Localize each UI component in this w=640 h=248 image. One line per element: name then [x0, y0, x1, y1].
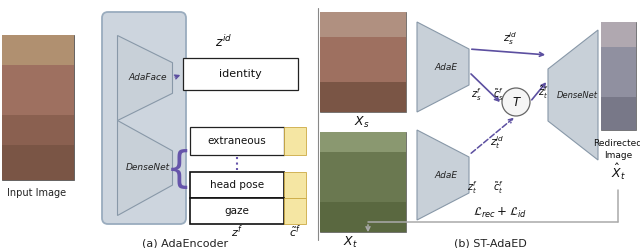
Polygon shape — [118, 121, 173, 216]
Text: DenseNet: DenseNet — [557, 91, 598, 99]
Bar — [320, 132, 406, 232]
Bar — [601, 22, 636, 47]
Text: (b) ST-AdaED: (b) ST-AdaED — [454, 239, 526, 248]
Bar — [2, 115, 74, 145]
Polygon shape — [548, 30, 598, 160]
Bar — [320, 82, 406, 112]
Text: $\tilde{c}^f$: $\tilde{c}^f$ — [289, 224, 301, 240]
Text: $\hat{z}_t^f$: $\hat{z}_t^f$ — [538, 83, 548, 101]
Bar — [190, 172, 284, 198]
Bar — [284, 198, 306, 224]
Bar — [190, 198, 284, 224]
Text: Redirected: Redirected — [593, 138, 640, 148]
Polygon shape — [417, 130, 469, 220]
Bar — [2, 145, 74, 180]
Text: AdaE: AdaE — [435, 62, 458, 71]
Bar — [284, 172, 306, 198]
Text: Input Image: Input Image — [8, 188, 67, 198]
Text: $X_t$: $X_t$ — [342, 234, 357, 248]
Bar — [320, 12, 406, 37]
Polygon shape — [118, 35, 173, 121]
Bar — [183, 58, 298, 90]
Bar — [601, 47, 636, 97]
Bar — [2, 65, 74, 115]
Text: $z_t^{id}$: $z_t^{id}$ — [490, 135, 504, 151]
Bar — [320, 132, 406, 152]
Text: $\tilde{c}_s^f$: $\tilde{c}_s^f$ — [493, 87, 504, 103]
Bar — [2, 35, 74, 180]
Bar — [320, 37, 406, 82]
Text: $z^{id}$: $z^{id}$ — [216, 34, 232, 50]
Text: DenseNet: DenseNet — [126, 163, 170, 173]
Text: Image: Image — [604, 151, 632, 159]
Bar — [2, 35, 74, 65]
Text: AdaE: AdaE — [435, 171, 458, 180]
Text: $z_s^f$: $z_s^f$ — [470, 87, 481, 103]
Text: T: T — [513, 95, 520, 109]
FancyBboxPatch shape — [102, 12, 186, 224]
Text: $\mathcal{L}_{rec} + \mathcal{L}_{id}$: $\mathcal{L}_{rec} + \mathcal{L}_{id}$ — [473, 206, 527, 220]
Text: $X_s$: $X_s$ — [355, 114, 370, 129]
Bar — [320, 152, 406, 202]
Text: AdaFace: AdaFace — [129, 73, 167, 83]
Bar — [190, 127, 284, 155]
Text: $\tilde{c}_t^f$: $\tilde{c}_t^f$ — [493, 180, 503, 196]
Text: $z^f$: $z^f$ — [231, 224, 243, 240]
Text: {: { — [166, 149, 192, 191]
Bar — [320, 202, 406, 232]
Bar — [601, 97, 636, 130]
Text: extraneous: extraneous — [207, 136, 266, 146]
Text: $\hat{X}_t$: $\hat{X}_t$ — [611, 162, 625, 182]
Bar — [320, 12, 406, 112]
Text: $z_t^f$: $z_t^f$ — [467, 180, 477, 196]
Circle shape — [502, 88, 530, 116]
Text: $z_s^{id}$: $z_s^{id}$ — [502, 31, 517, 47]
Bar — [601, 22, 636, 130]
Bar — [284, 127, 306, 155]
Polygon shape — [417, 22, 469, 112]
Text: gaze: gaze — [225, 206, 250, 216]
Text: (a) AdaEncoder: (a) AdaEncoder — [142, 239, 228, 248]
Text: head pose: head pose — [210, 180, 264, 190]
Text: identity: identity — [219, 69, 261, 79]
